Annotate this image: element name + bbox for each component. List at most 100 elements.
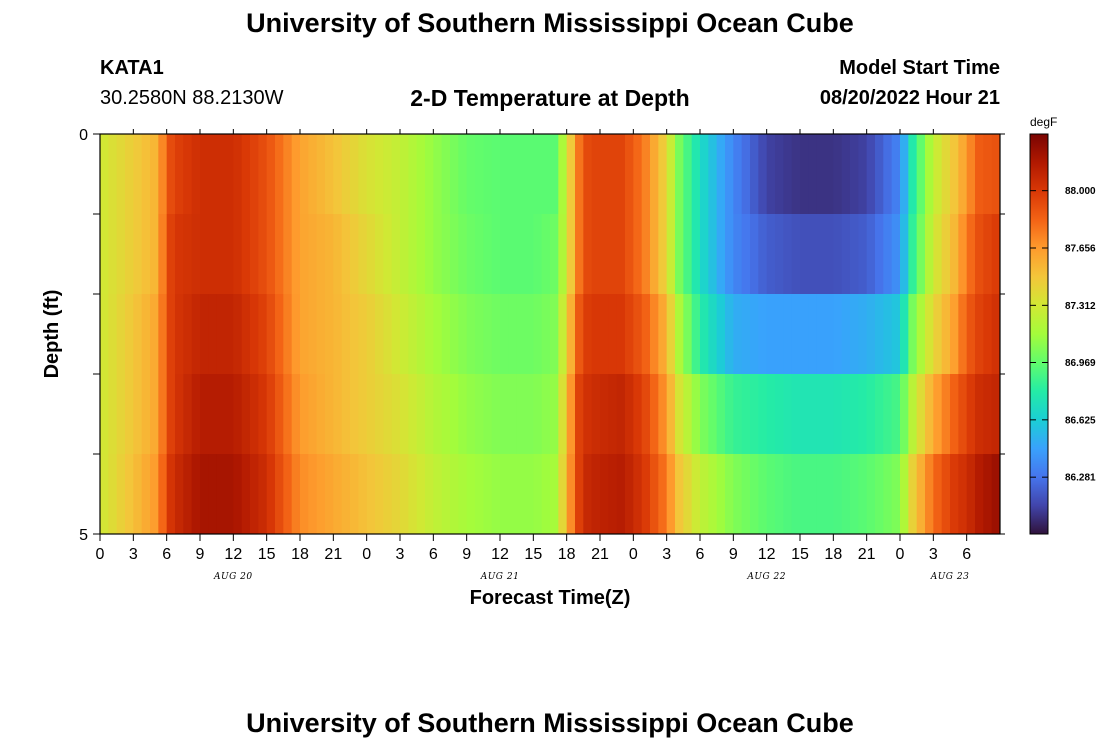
- heatmap-cell: [708, 294, 718, 375]
- heatmap-cell: [633, 214, 643, 295]
- heatmap-cell: [225, 374, 234, 455]
- heatmap-cell: [466, 454, 476, 535]
- heatmap-cell: [166, 134, 176, 215]
- heatmap-cell: [458, 294, 468, 375]
- heatmap-cell: [650, 214, 659, 295]
- heatmap-cell: [116, 454, 126, 535]
- heatmap-cell: [366, 134, 376, 215]
- heatmap-cell: [475, 294, 484, 375]
- x-tick-label: 18: [558, 546, 576, 563]
- colorbar-ticks: 88.000 87.656 87.312 86.969 86.625 86.281: [1030, 186, 1096, 484]
- heatmap-cell: [316, 214, 326, 295]
- heatmap-cell: [233, 454, 243, 535]
- heatmap-cell: [791, 454, 801, 535]
- heatmap-cell: [883, 134, 893, 215]
- heatmap-cell: [458, 454, 468, 535]
- heatmap-cell: [391, 454, 401, 535]
- heatmap-cell: [458, 374, 468, 455]
- heatmap-cell: [541, 214, 551, 295]
- x-tick-label: 21: [858, 546, 876, 563]
- heatmap-cell: [500, 374, 509, 455]
- heatmap-cell: [983, 134, 993, 215]
- heatmap-cell: [891, 454, 901, 535]
- heatmap-cell: [208, 454, 218, 535]
- x-tick-label: 21: [324, 546, 342, 563]
- heatmap-cell: [108, 134, 118, 215]
- heatmap-cell: [366, 214, 376, 295]
- heatmap-cell: [625, 454, 634, 535]
- heatmap-cell: [966, 374, 976, 455]
- heatmap-cell: [491, 134, 501, 215]
- heatmap-cell: [175, 294, 184, 375]
- heatmap-cell: [466, 214, 476, 295]
- heatmap-cell: [191, 374, 201, 455]
- heatmap-cell: [891, 214, 901, 295]
- heatmap-cell: [258, 374, 268, 455]
- heatmap-cell: [550, 294, 559, 375]
- x-tick-label: 15: [791, 546, 809, 563]
- date-label: AUG 21: [480, 572, 520, 582]
- heatmap-cell: [858, 294, 868, 375]
- heatmap-cell: [325, 294, 334, 375]
- heatmap-cell: [133, 294, 143, 375]
- x-tick-label: 12: [224, 546, 242, 563]
- heatmap-cell: [483, 454, 493, 535]
- heatmap-cell: [200, 294, 209, 375]
- heatmap-cell: [908, 214, 918, 295]
- heatmap-cell: [508, 214, 518, 295]
- heatmap-cell: [875, 294, 884, 375]
- heatmap-cell: [983, 374, 993, 455]
- x-tick-label: 15: [258, 546, 276, 563]
- heatmap-cell: [208, 134, 218, 215]
- heatmap-cell: [283, 454, 293, 535]
- heatmap-cell: [658, 454, 668, 535]
- heatmap-cell: [583, 214, 593, 295]
- heatmap-cell: [416, 454, 426, 535]
- heatmap-cell: [258, 214, 268, 295]
- heatmap-cell: [833, 134, 843, 215]
- heatmap-cell: [250, 374, 259, 455]
- heatmap-cell: [725, 454, 734, 535]
- heatmap-cell: [350, 294, 359, 375]
- heatmap-cell: [650, 454, 659, 535]
- heatmap-cell: [208, 374, 218, 455]
- heatmap-cell: [283, 214, 293, 295]
- heatmap-cell: [941, 134, 951, 215]
- heatmap-cell: [983, 214, 993, 295]
- heatmap-cell: [966, 134, 976, 215]
- heatmap-cell: [133, 214, 143, 295]
- heatmap-cell: [225, 454, 234, 535]
- heatmap-cell: [150, 454, 159, 535]
- heatmap-cell: [525, 214, 534, 295]
- heatmap-cell: [408, 374, 418, 455]
- heatmap-cell: [916, 374, 926, 455]
- heatmap-cell: [416, 294, 426, 375]
- heatmap-cell: [725, 374, 734, 455]
- heatmap-cell: [925, 374, 934, 455]
- heatmap-cell: [608, 134, 618, 215]
- heatmap-cell: [658, 294, 668, 375]
- heatmap-cell: [716, 294, 726, 375]
- heatmap-cell: [416, 374, 426, 455]
- heatmap-cell: [700, 374, 709, 455]
- heatmap-cell: [533, 374, 543, 455]
- heatmap-cell: [125, 134, 134, 215]
- heatmap-cell: [250, 294, 259, 375]
- heatmap-cell: [608, 214, 618, 295]
- heatmap-cell: [175, 454, 184, 535]
- colorbar-unit: degF: [1030, 115, 1057, 129]
- heatmap-cell: [300, 134, 309, 215]
- heatmap-cell: [591, 294, 601, 375]
- heatmap-cell: [658, 214, 668, 295]
- heatmap-cell: [933, 134, 943, 215]
- heatmap-cell: [275, 454, 284, 535]
- heatmap-cell: [591, 214, 601, 295]
- heatmap-cell: [816, 294, 826, 375]
- heatmap-cell: [725, 134, 734, 215]
- heatmap-cell: [908, 374, 918, 455]
- x-tick-label: 9: [196, 546, 205, 563]
- heatmap-cell: [833, 374, 843, 455]
- heatmap-cell: [516, 134, 526, 215]
- heatmap-cell: [308, 134, 318, 215]
- heatmap-cell: [700, 294, 709, 375]
